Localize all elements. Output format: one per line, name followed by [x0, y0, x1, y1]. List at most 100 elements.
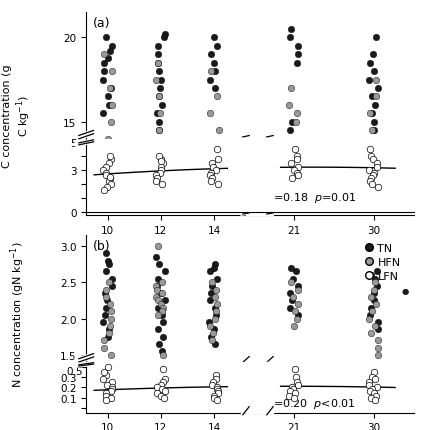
Point	[106, 153, 113, 160]
Point	[367, 304, 374, 311]
Point	[108, 315, 114, 322]
Point	[289, 386, 295, 393]
Point	[100, 77, 107, 84]
Point	[154, 297, 160, 304]
Point	[288, 119, 295, 126]
Point	[108, 102, 115, 109]
Point	[157, 77, 164, 84]
Point	[101, 60, 108, 67]
Point	[99, 111, 106, 117]
Point	[210, 265, 217, 272]
Point	[157, 301, 164, 308]
Point	[213, 384, 220, 391]
Point	[206, 172, 213, 179]
Point	[366, 312, 372, 319]
Point	[102, 268, 109, 275]
Point	[108, 156, 114, 163]
Point	[373, 268, 380, 275]
Point	[291, 146, 298, 153]
Point	[153, 286, 160, 293]
Point	[291, 390, 298, 397]
Point	[154, 304, 161, 311]
Point	[288, 384, 295, 391]
Point	[108, 68, 115, 75]
Point	[287, 160, 294, 167]
Point	[294, 382, 301, 389]
Text: 0.5: 0.5	[66, 366, 83, 376]
Text: ●: ●	[401, 287, 408, 296]
Point	[369, 172, 375, 179]
Point	[156, 86, 163, 92]
Point	[156, 161, 163, 168]
Point	[102, 164, 109, 171]
Point	[108, 386, 115, 393]
Point	[104, 333, 111, 340]
Point	[291, 366, 298, 373]
Point	[208, 337, 215, 344]
Point	[367, 308, 374, 315]
Point	[374, 344, 381, 351]
Point	[371, 35, 378, 42]
Point	[106, 102, 113, 109]
Point	[101, 68, 108, 75]
Point	[369, 156, 376, 163]
Point	[157, 164, 164, 171]
Point	[213, 146, 220, 153]
Point	[159, 366, 166, 373]
Point	[157, 167, 164, 174]
Point	[108, 283, 115, 290]
Point	[105, 136, 112, 143]
Point	[158, 386, 165, 393]
Point	[102, 390, 109, 397]
Point	[214, 390, 221, 397]
Point	[159, 304, 166, 311]
Point	[373, 326, 380, 333]
Point	[293, 170, 300, 177]
Point	[366, 144, 373, 151]
Point	[154, 52, 161, 58]
Point	[210, 326, 217, 333]
Point	[156, 128, 163, 135]
Point	[367, 294, 374, 301]
Point	[107, 388, 114, 395]
Point	[293, 315, 300, 322]
Text: (a): (a)	[92, 17, 110, 30]
Point	[287, 265, 294, 272]
Point	[156, 111, 163, 117]
Point	[365, 382, 372, 389]
Point	[153, 254, 160, 261]
Point	[106, 175, 113, 182]
Point	[367, 394, 374, 401]
Point	[214, 156, 221, 163]
Point	[152, 283, 159, 290]
Point	[209, 279, 215, 286]
Bar	[246, 236, 272, 362]
Point	[212, 261, 218, 268]
Point	[294, 43, 301, 50]
Point	[287, 86, 294, 92]
Point	[365, 167, 372, 174]
Point	[105, 160, 112, 167]
Point	[368, 386, 375, 393]
Point	[372, 160, 379, 167]
Point	[207, 178, 214, 185]
Point	[294, 164, 301, 171]
Point	[105, 330, 112, 337]
Point	[107, 86, 114, 92]
Point	[108, 384, 115, 391]
Point	[210, 60, 217, 67]
Point	[101, 344, 108, 351]
Point	[153, 178, 160, 185]
Point	[207, 290, 214, 297]
Point	[215, 128, 221, 135]
Point	[155, 94, 162, 101]
Point	[213, 144, 220, 151]
Point	[209, 164, 216, 171]
Point	[211, 315, 218, 322]
Point	[367, 175, 374, 182]
Point	[103, 35, 110, 42]
Point	[154, 43, 161, 50]
Point	[365, 379, 372, 386]
Point	[368, 111, 375, 117]
Point	[294, 172, 301, 179]
